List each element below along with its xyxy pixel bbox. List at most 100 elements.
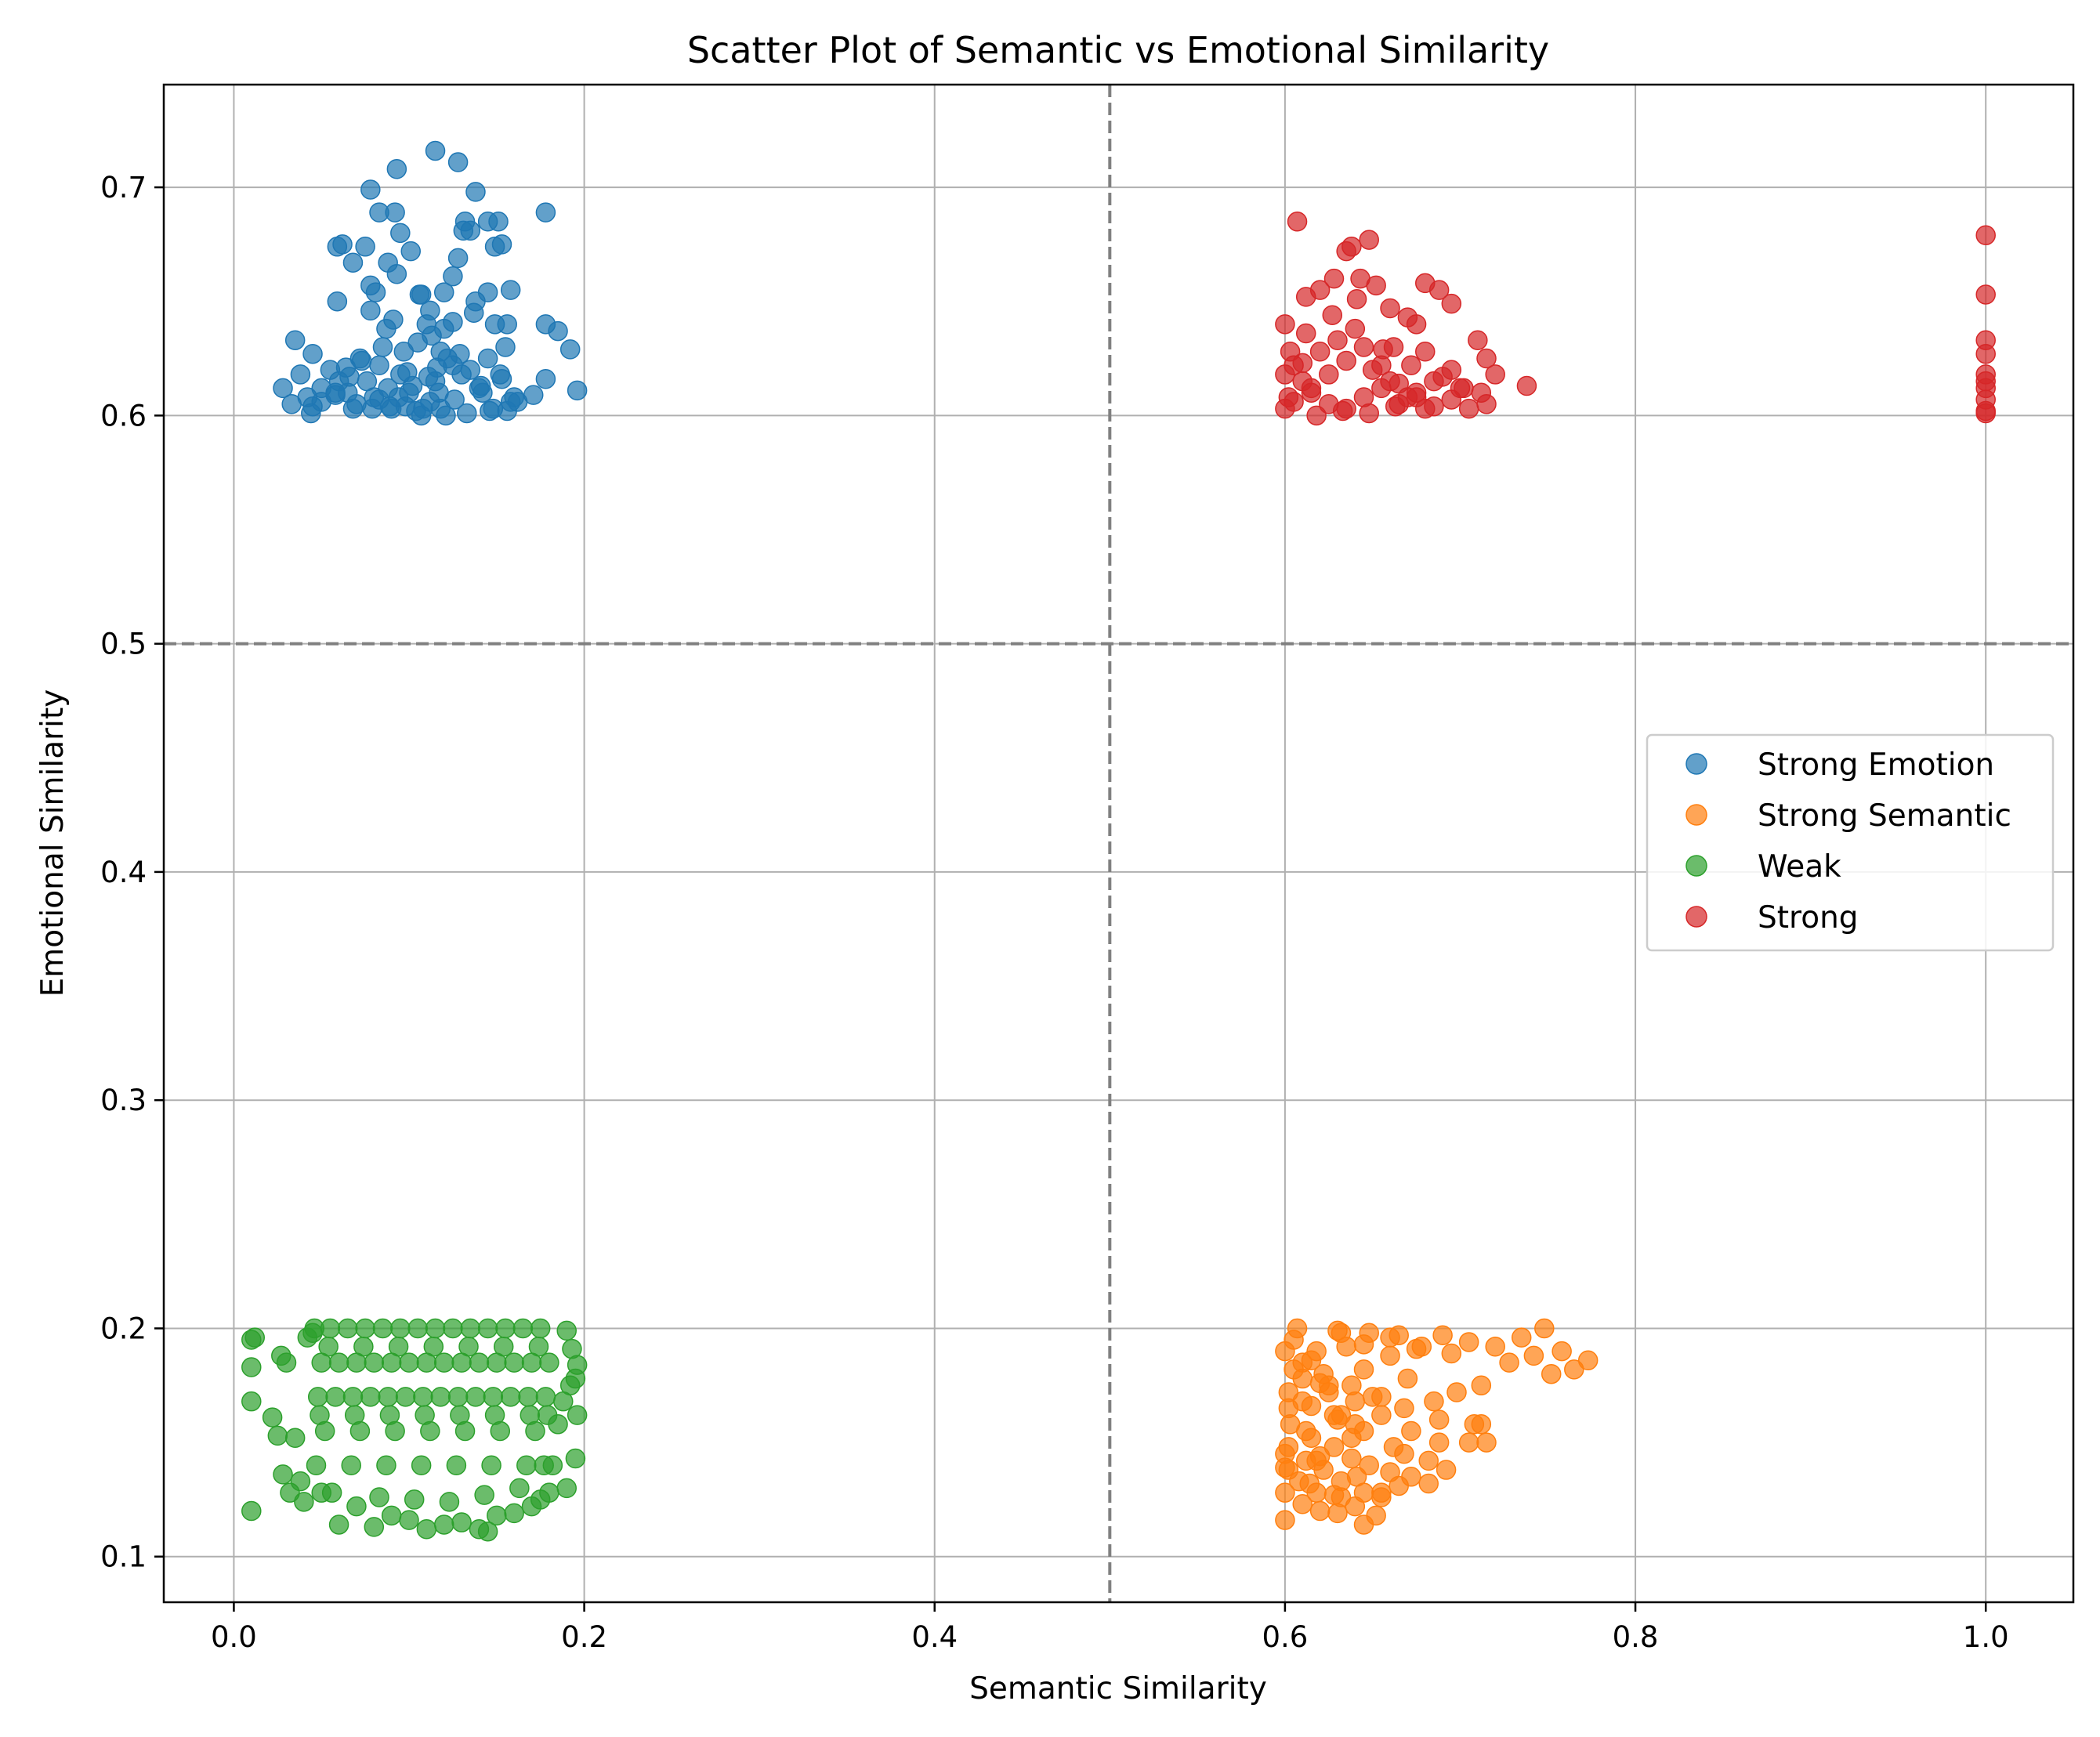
point-strong-semantic (1551, 1341, 1572, 1362)
point-strong-emotion (390, 223, 411, 244)
point-strong-semantic (1275, 1457, 1295, 1478)
x-tick-label: 0.4 (911, 1620, 958, 1654)
point-weak (469, 1352, 490, 1373)
point-strong-emotion (290, 364, 311, 385)
point-strong-semantic (1331, 1405, 1352, 1425)
x-tick-label: 0.0 (211, 1620, 257, 1654)
point-strong-semantic (1424, 1391, 1444, 1412)
point-strong-emotion (360, 275, 381, 296)
point-strong-emotion (325, 385, 346, 405)
point-strong-semantic (1446, 1382, 1467, 1402)
point-weak (504, 1503, 524, 1524)
point-strong-emotion (411, 284, 432, 305)
point-weak (341, 1455, 361, 1475)
point-weak (325, 1387, 346, 1407)
point-strong-semantic (1534, 1318, 1555, 1339)
point-strong (1424, 396, 1444, 417)
point-strong-emotion (376, 318, 396, 339)
point-weak (528, 1337, 549, 1357)
point-weak (241, 1357, 262, 1377)
point-weak (556, 1320, 577, 1341)
point-weak (509, 1478, 530, 1499)
point-strong (1389, 373, 1409, 394)
point-strong (1373, 339, 1393, 360)
point-strong-semantic (1301, 1350, 1322, 1370)
point-strong-semantic (1418, 1473, 1439, 1494)
point-strong-emotion (497, 314, 517, 335)
point-strong (1323, 268, 1345, 289)
point-strong-semantic (1295, 1420, 1316, 1442)
point-strong (1380, 298, 1400, 319)
x-axis-title: Semantic Similarity (969, 1671, 1267, 1706)
point-strong (1345, 318, 1366, 339)
point-strong-emotion (477, 348, 498, 369)
point-strong-semantic (1278, 1382, 1299, 1402)
point-weak (372, 1318, 393, 1339)
point-weak (355, 1318, 375, 1339)
y-tick-label: 0.3 (100, 1084, 147, 1117)
point-strong (1406, 387, 1427, 407)
point-strong (1332, 400, 1353, 422)
point-strong-semantic (1389, 1475, 1409, 1496)
threshold-lines (164, 85, 2073, 1602)
point-strong-semantic (1523, 1345, 1544, 1366)
point-strong (1366, 275, 1386, 296)
point-weak (518, 1387, 538, 1407)
point-strong-emotion (273, 378, 293, 399)
point-weak (379, 1405, 400, 1425)
point-strong-emotion (433, 282, 454, 302)
point-weak (395, 1387, 416, 1407)
y-tick-label: 0.2 (100, 1312, 147, 1345)
point-weak (267, 1425, 288, 1446)
point-weak (493, 1337, 514, 1357)
point-strong-semantic (1577, 1350, 1599, 1370)
point-strong-semantic (1323, 1437, 1345, 1457)
point-strong-emotion (360, 300, 381, 321)
point-strong (1385, 396, 1406, 417)
point-strong-semantic (1275, 1510, 1295, 1530)
point-weak (483, 1387, 504, 1407)
point-strong-semantic (1327, 1503, 1348, 1524)
point-weak (530, 1489, 551, 1510)
legend-box (1646, 733, 2055, 952)
point-strong-emotion (422, 325, 442, 346)
point-strong-semantic (1371, 1482, 1392, 1503)
point-strong (1415, 273, 1436, 294)
legend-label-weak: Weak (1758, 849, 1841, 885)
legend-label-strong: Strong (1758, 900, 1859, 935)
point-weak (556, 1478, 577, 1499)
chart-title: Scatter Plot of Semantic vs Emotional Si… (687, 29, 1549, 71)
point-weak (369, 1487, 389, 1507)
point-weak (318, 1337, 339, 1357)
point-strong-semantic (1432, 1325, 1453, 1345)
point-strong (1306, 405, 1327, 426)
point-strong (1468, 330, 1488, 350)
point-strong-emotion (302, 343, 323, 364)
point-strong-emotion (500, 280, 521, 300)
point-strong (1476, 348, 1497, 369)
point-strong (1401, 355, 1421, 376)
point-weak (381, 1505, 402, 1526)
point-strong-semantic (1476, 1432, 1497, 1453)
legend-marker-weak (1685, 855, 1707, 877)
point-strong-semantic (1394, 1398, 1414, 1419)
point-weak (399, 1352, 419, 1373)
point-weak (535, 1387, 556, 1407)
legend-marker-strong-semantic (1685, 804, 1707, 826)
point-strong-semantic (1511, 1327, 1532, 1348)
point-weak (320, 1318, 341, 1339)
point-strong-semantic (1371, 1405, 1392, 1425)
point-strong-emotion (463, 302, 484, 324)
point-weak (458, 1337, 479, 1357)
point-strong-semantic (1353, 1514, 1374, 1535)
point-weak (465, 1387, 486, 1407)
point-strong (1975, 343, 1996, 364)
point-strong-emotion (411, 405, 432, 426)
point-strong (1336, 241, 1356, 262)
point-strong-semantic (1289, 1471, 1309, 1492)
point-weak (477, 1521, 498, 1542)
point-weak (481, 1455, 501, 1475)
point-strong-emotion (425, 140, 446, 161)
point-strong-emotion (372, 337, 393, 357)
y-axis-ticks: 0.1 0.2 0.3 0.4 0.5 0.6 0.7 (100, 171, 164, 1574)
